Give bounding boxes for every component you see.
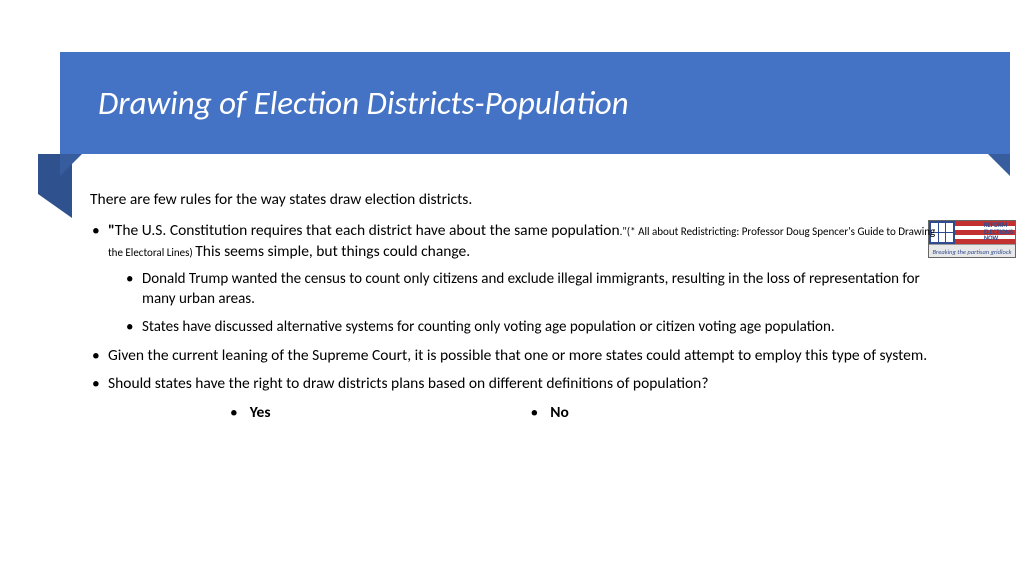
intro-text: There are few rules for the way states d…: [90, 190, 940, 211]
logo-tagline: Breaking the partisan gridlock: [929, 244, 1015, 258]
bullet-1-sub-1: Donald Trump wanted the census to count …: [124, 269, 940, 310]
bullet-1-main: The U.S. Constitution requires that each…: [115, 221, 620, 240]
yes-no-row: Yes No: [90, 403, 940, 424]
bullet-1-sub-2: States have discussed alternative system…: [124, 317, 940, 337]
title-banner: Drawing of Election Districts-Population: [38, 52, 1010, 154]
option-yes: Yes: [230, 403, 271, 424]
slide-title: Drawing of Election Districts-Population: [98, 83, 629, 123]
banner-tail-left: [60, 154, 82, 176]
banner-tail-right: [988, 154, 1010, 176]
reform-elections-logo: REFORM ELECTIONS NOW Breaking the partis…: [928, 220, 1016, 258]
bullet-3: Should states have the right to draw dis…: [90, 374, 940, 395]
banner-body: Drawing of Election Districts-Population: [60, 52, 1010, 154]
bullet-1: "The U.S. Constitution requires that eac…: [90, 221, 940, 338]
logo-text-3: NOW: [984, 234, 999, 242]
bullet-1-tail: This seems simple, but things could chan…: [195, 242, 470, 261]
option-no: No: [531, 403, 569, 424]
bullet-1-quote: ": [108, 221, 115, 240]
bullet-2: Given the current leaning of the Supreme…: [90, 346, 940, 367]
slide-content: There are few rules for the way states d…: [90, 190, 940, 424]
